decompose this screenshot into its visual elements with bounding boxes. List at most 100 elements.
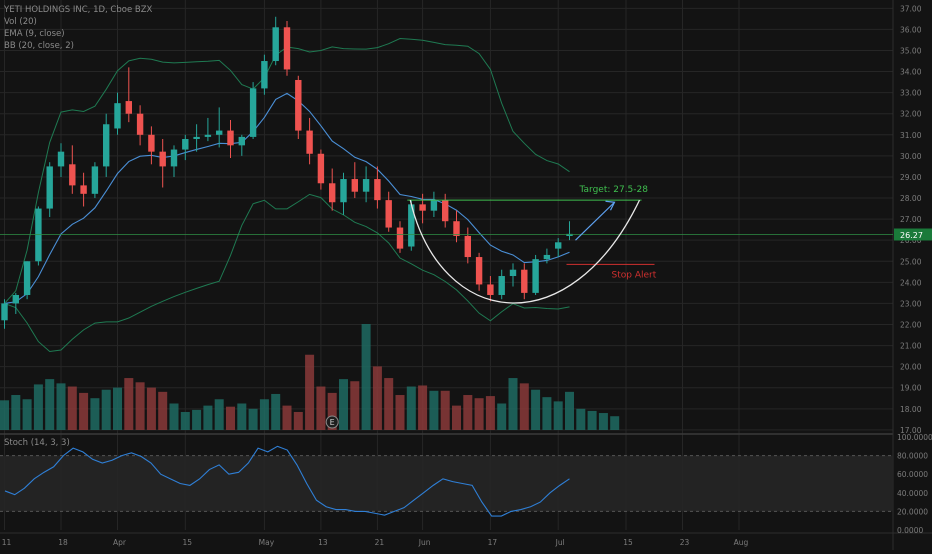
- volume-bar: [135, 382, 145, 430]
- volume-bar: [0, 400, 9, 430]
- legend-ema[interactable]: EMA (9, close): [4, 29, 65, 39]
- candle-body: [419, 204, 426, 211]
- cup-curve: [409, 199, 641, 304]
- candle-body: [170, 149, 178, 167]
- earnings-marker-label: E: [330, 418, 335, 427]
- price-tick-label: 23.00: [900, 299, 922, 308]
- volume-bar: [56, 383, 66, 430]
- drawings: Target: 27.5-28 Stop Alert E: [0, 185, 893, 429]
- legend-symbol[interactable]: YETI HOLDINGS INC, 1D, Cboe BZX: [3, 5, 153, 15]
- candle-body: [464, 235, 471, 258]
- volume-bar: [282, 405, 292, 430]
- candle-body: [272, 27, 279, 62]
- price-tick-label: 33.00: [900, 89, 922, 98]
- time-tick-label: 13: [318, 538, 328, 547]
- candle-body: [442, 200, 449, 222]
- volume-bar: [11, 395, 21, 430]
- price-tick-label: 26.00: [900, 236, 922, 245]
- volume-bar: [395, 395, 405, 430]
- candle-body: [283, 27, 291, 70]
- price-tick-label: 37.00: [900, 4, 922, 13]
- legend-stoch[interactable]: Stoch (14, 3, 3): [4, 438, 70, 448]
- candle-body: [182, 139, 189, 150]
- candle-body: [1, 303, 8, 321]
- projection-arrow-line: [575, 201, 615, 241]
- candle-body: [103, 124, 110, 167]
- candle-body: [521, 269, 528, 293]
- time-tick-label: 17: [488, 538, 498, 547]
- price-tick-label: 32.00: [900, 110, 922, 119]
- volume-bar: [361, 324, 371, 430]
- candle-body: [261, 61, 268, 89]
- volume-bar: [463, 395, 473, 430]
- volume-bar: [180, 411, 190, 430]
- volume-bar: [22, 399, 32, 430]
- price-tick-label: 34.00: [900, 68, 922, 77]
- candle-body: [249, 88, 257, 137]
- candle-body: [385, 200, 392, 228]
- candle-body: [306, 130, 313, 154]
- candle-body: [80, 185, 87, 194]
- volume-bar: [146, 387, 156, 430]
- volume-bar: [271, 393, 281, 430]
- candle-body: [555, 242, 562, 249]
- candle-body: [69, 164, 76, 186]
- candle-body: [91, 166, 99, 194]
- price-tick-label: 36.00: [900, 25, 922, 34]
- volume-bar: [259, 399, 269, 430]
- volume-bar: [293, 411, 303, 430]
- volume-bar: [598, 413, 608, 430]
- candle-body: [374, 179, 381, 201]
- stoch-tick-label: 20.0000: [897, 507, 928, 516]
- legend-bb[interactable]: BB (20, close, 2): [4, 41, 74, 51]
- volume-bar: [485, 396, 495, 430]
- stoch-band-fill: [0, 455, 893, 512]
- candle-body: [362, 179, 370, 192]
- volume-bar: [508, 378, 518, 430]
- volume-bar: [192, 409, 202, 430]
- candle-body: [408, 204, 415, 247]
- time-tick-label: Jun: [418, 538, 431, 547]
- time-tick-label: 23: [680, 538, 690, 547]
- volume-bar: [452, 405, 461, 430]
- volume-bar: [474, 398, 484, 430]
- candle-body: [136, 113, 144, 135]
- candle-body: [238, 136, 245, 146]
- volume-bar: [226, 406, 235, 430]
- price-tick-label: 35.00: [900, 46, 922, 55]
- axes: 37.00 36.00 35.00 34.00 33.00 32.00 31.00 30.00…: [2, 4, 932, 547]
- price-tick-label: 22.00: [900, 321, 922, 330]
- volume-bar: [531, 389, 541, 430]
- volume-bar: [113, 387, 122, 430]
- volume-bar: [90, 398, 100, 430]
- candle-body: [329, 183, 336, 203]
- stoch-line: [4, 445, 570, 517]
- candle-body: [114, 103, 121, 129]
- stoch-tick-label: 80.0000: [897, 452, 928, 461]
- time-tick-label: 18: [58, 538, 68, 547]
- volume-bar: [384, 378, 394, 430]
- volume-bar: [565, 391, 574, 430]
- volume-bar: [440, 390, 450, 430]
- volume-bars: [0, 324, 620, 430]
- candle-body: [35, 208, 42, 262]
- price-tick-label: 28.00: [900, 194, 922, 203]
- legend-volume[interactable]: Vol (20): [4, 17, 37, 27]
- price-tick-label: 30.00: [900, 152, 922, 161]
- volume-bar: [33, 384, 43, 430]
- price-tick-label: 20.00: [900, 363, 922, 372]
- volume-bar: [214, 399, 224, 430]
- volume-bar: [418, 385, 428, 430]
- volume-bar: [169, 403, 179, 430]
- stoch-tick-label: 100.0000: [897, 433, 932, 442]
- candle-body: [396, 227, 404, 249]
- volume-bar: [305, 354, 315, 430]
- stoch-tick-label: 40.0000: [897, 489, 928, 498]
- price-tick-label: 31.00: [900, 131, 922, 140]
- projection-arrow-head: [605, 200, 616, 211]
- time-tick-label: 15: [623, 538, 633, 547]
- volume-bar: [248, 408, 258, 430]
- stoch-band: [0, 455, 893, 512]
